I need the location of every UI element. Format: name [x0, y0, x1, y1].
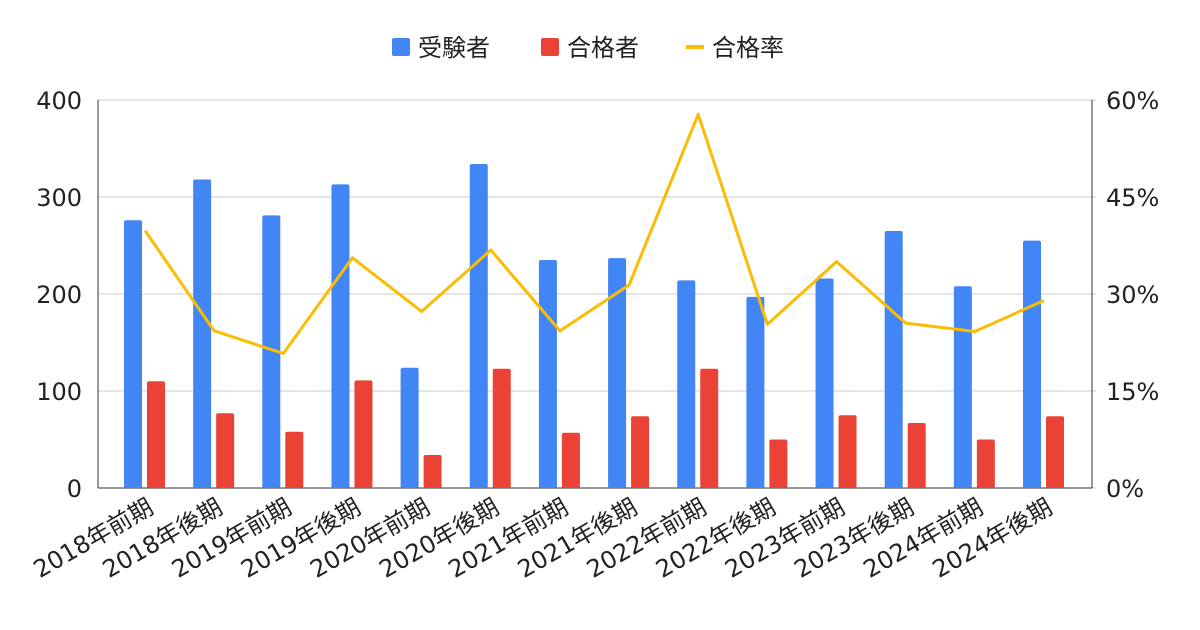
legend-label: 受験者 — [418, 34, 490, 62]
bar — [469, 164, 488, 488]
bar — [907, 423, 926, 488]
bar — [538, 260, 557, 488]
bar — [331, 184, 350, 488]
legend-swatch — [392, 38, 410, 56]
legend-label: 合格率 — [712, 34, 784, 62]
bar — [700, 368, 719, 488]
y2-tick-label: 30% — [1106, 281, 1159, 309]
bar — [815, 278, 834, 488]
bar — [608, 258, 627, 488]
y2-tick-label: 15% — [1106, 378, 1159, 406]
bar — [216, 413, 235, 488]
bar — [492, 368, 511, 488]
y2-tick-label: 0% — [1106, 475, 1144, 503]
y-tick-label: 300 — [36, 184, 82, 212]
bar — [976, 439, 995, 488]
bar — [561, 432, 580, 488]
bar — [423, 455, 442, 488]
bar — [769, 439, 788, 488]
bar — [285, 431, 304, 488]
legend-swatch — [541, 38, 559, 56]
y2-tick-label: 45% — [1106, 184, 1159, 212]
bar — [400, 367, 419, 488]
bar — [124, 220, 142, 488]
y-tick-label: 0 — [67, 475, 82, 503]
y-tick-label: 400 — [36, 87, 82, 115]
bar — [631, 416, 650, 488]
bar — [262, 215, 281, 488]
y-tick-label: 100 — [36, 378, 82, 406]
bar — [147, 381, 165, 488]
bar — [354, 380, 373, 488]
y-tick-label: 200 — [36, 281, 82, 309]
y2-tick-label: 60% — [1106, 87, 1159, 115]
bar — [746, 296, 765, 488]
bar — [193, 179, 212, 489]
bar — [838, 415, 857, 488]
bar — [677, 280, 696, 488]
bar — [953, 286, 972, 488]
bar — [1046, 416, 1064, 488]
bar — [1023, 240, 1041, 488]
bar — [884, 230, 903, 488]
legend-label: 合格者 — [567, 34, 639, 62]
line — [143, 112, 1045, 355]
